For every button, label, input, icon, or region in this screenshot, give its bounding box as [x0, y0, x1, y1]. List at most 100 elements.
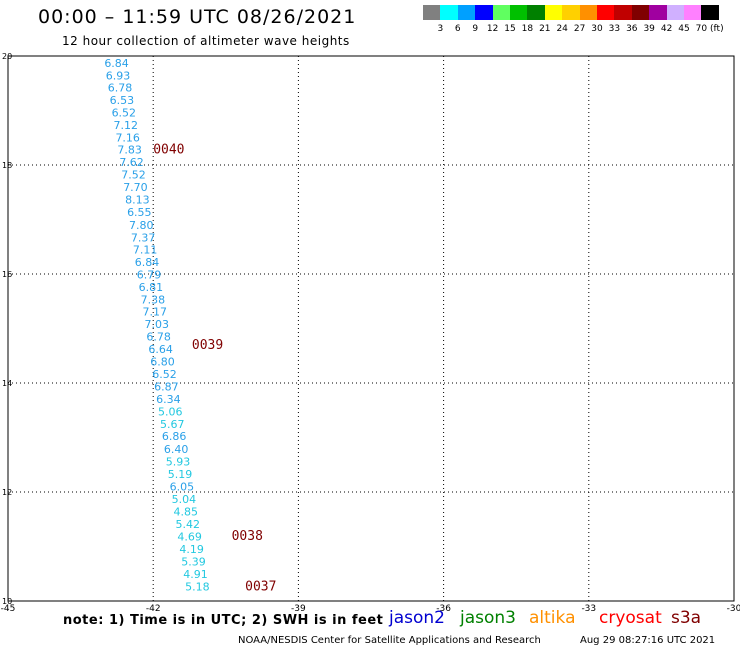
- wave-height-value: 6.78: [108, 81, 133, 94]
- color-swatch: [440, 5, 459, 20]
- wave-height-value: 7.52: [121, 169, 146, 182]
- wave-height-value: 6.55: [127, 206, 151, 219]
- longitude-tick-label: -30: [727, 604, 740, 612]
- color-swatch: [579, 5, 598, 20]
- color-scale-label: 12: [486, 24, 499, 34]
- wave-height-value: 7.11: [133, 243, 158, 256]
- color-scale-label: 36: [626, 24, 638, 34]
- satellite-legend-item: altika: [529, 608, 576, 628]
- wave-height-value: 7.80: [129, 219, 154, 232]
- wave-height-value: 5.04: [172, 493, 197, 506]
- wave-height-value: 5.19: [168, 468, 193, 481]
- color-swatch: [666, 5, 685, 20]
- wave-height-value: 6.87: [154, 381, 179, 394]
- longitude-tick-label: -42: [146, 604, 161, 612]
- wave-height-value: 7.17: [143, 305, 168, 318]
- wave-height-value: 7.12: [114, 119, 138, 132]
- longitude-tick-label: -33: [581, 604, 596, 612]
- color-scale-label: 24: [556, 24, 568, 34]
- wave-height-value: 8.13: [125, 194, 149, 207]
- color-scale-label: 33: [608, 24, 621, 34]
- wave-height-value: 6.64: [148, 343, 173, 356]
- wave-height-value: 7.16: [115, 132, 140, 145]
- wave-height-value: 5.93: [166, 455, 191, 468]
- pass-time-label: 0039: [192, 338, 223, 353]
- wave-height-value: 6.81: [139, 281, 164, 294]
- wave-height-value: 5.42: [175, 518, 200, 531]
- wave-height-value: 5.39: [181, 556, 206, 569]
- color-scale-label: 21: [539, 24, 551, 34]
- longitude-tick-label: -36: [436, 604, 451, 612]
- color-scale-label: 6: [454, 24, 461, 34]
- wave-height-value: 6.86: [162, 430, 187, 443]
- latitude-tick-label: 20: [2, 52, 12, 61]
- satellite-legend-item: cryosat: [599, 608, 662, 628]
- wave-height-value: 6.52: [112, 106, 136, 119]
- color-swatch: [614, 5, 633, 20]
- wave-height-value: 7.38: [141, 293, 166, 306]
- wave-height-value: 6.84: [104, 57, 129, 70]
- wave-height-value: 6.84: [135, 256, 160, 269]
- color-scale-label: 39: [643, 24, 655, 34]
- latitude-tick-label: 14: [2, 379, 12, 388]
- footer-timestamp: Aug 29 08:27:16 UTC 2021: [580, 635, 716, 646]
- wave-height-value: 4.85: [174, 505, 199, 518]
- wave-height-value: 5.18: [185, 581, 210, 594]
- page-subtitle: 12 hour collection of altimeter wave hei…: [62, 34, 350, 48]
- color-scale-label: 30: [591, 24, 603, 34]
- color-scale-label: 15: [504, 24, 516, 34]
- map-frame: [7, 55, 735, 602]
- wave-height-value: 6.79: [137, 268, 162, 281]
- color-swatch: [457, 5, 476, 20]
- wave-height-value: 6.80: [150, 356, 175, 369]
- wave-height-value: 5.06: [158, 406, 183, 419]
- satellite-legend-item: s3a: [671, 608, 702, 628]
- color-scale-unit: (ft): [710, 24, 724, 34]
- wave-height-value: 6.40: [164, 443, 189, 456]
- wave-height-value: 5.67: [160, 418, 185, 431]
- color-scale-label: 9: [472, 24, 479, 34]
- color-scale-label: 27: [573, 24, 586, 34]
- wave-height-value: 4.91: [183, 568, 208, 581]
- color-scale-label: 42: [660, 24, 673, 34]
- color-swatch: [544, 5, 563, 20]
- color-swatch: [701, 5, 720, 20]
- pass-time-label: 0038: [232, 529, 263, 544]
- color-scale-label: 70: [695, 24, 708, 34]
- wave-height-value: 7.03: [144, 318, 169, 331]
- latitude-tick-label: 18: [2, 161, 12, 170]
- color-swatch: [597, 5, 615, 20]
- page-title: 00:00 – 11:59 UTC 08/26/2021: [38, 6, 357, 28]
- wave-height-value: 7.62: [119, 156, 144, 169]
- wave-height-value: 6.53: [110, 94, 135, 107]
- color-swatch: [631, 5, 650, 20]
- wave-height-map: -45 -42 -39 -36 -33 -301012141618206.846.936.…: [1, 52, 740, 612]
- wave-height-value: 6.52: [152, 368, 177, 381]
- color-swatch: [423, 5, 441, 20]
- color-swatch: [684, 5, 702, 20]
- color-swatch: [510, 5, 528, 20]
- wave-height-value: 7.70: [123, 181, 148, 194]
- latitude-tick-label: 10: [2, 597, 12, 606]
- wave-height-value: 4.69: [177, 531, 202, 544]
- pass-time-label: 0040: [153, 143, 184, 158]
- color-swatch: [527, 5, 546, 20]
- color-scale-label: 3: [437, 24, 444, 34]
- color-swatch: [562, 5, 580, 20]
- color-swatch: [492, 5, 511, 20]
- latitude-tick-label: 12: [2, 488, 12, 497]
- color-swatch: [649, 5, 667, 20]
- wave-height-value: 7.37: [131, 231, 156, 244]
- wave-height-value: 4.19: [179, 543, 204, 556]
- latitude-tick-label: 16: [2, 270, 12, 279]
- color-swatch: [475, 5, 493, 20]
- wave-height-value: 6.05: [170, 480, 195, 493]
- units-note: note: 1) Time is in UTC; 2) SWH is in fe…: [63, 613, 384, 628]
- wave-height-value: 6.34: [156, 393, 181, 406]
- color-scale-label: 18: [521, 24, 534, 34]
- longitude-tick-label: -45: [1, 604, 16, 612]
- wave-height-value: 7.83: [117, 144, 142, 157]
- satellite-legend-item: jason2: [389, 608, 445, 628]
- pass-time-label: 0037: [245, 580, 276, 595]
- wave-height-value: 6.93: [106, 69, 131, 82]
